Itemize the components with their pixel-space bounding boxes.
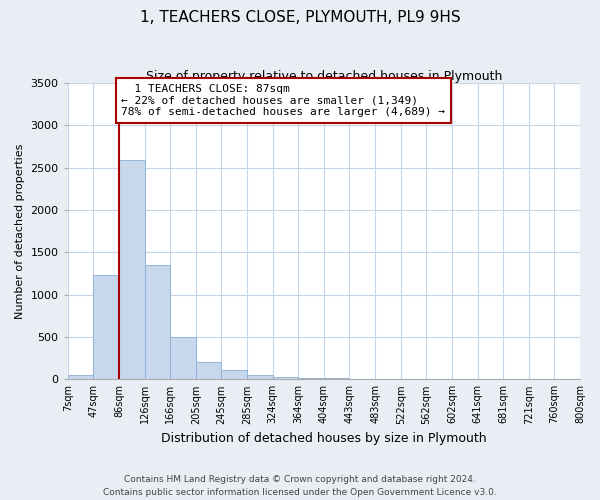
X-axis label: Distribution of detached houses by size in Plymouth: Distribution of detached houses by size … bbox=[161, 432, 487, 445]
Bar bbox=[324, 378, 349, 380]
Bar bbox=[119, 160, 145, 380]
Bar bbox=[68, 375, 94, 380]
Title: Size of property relative to detached houses in Plymouth: Size of property relative to detached ho… bbox=[146, 70, 502, 83]
Bar bbox=[298, 378, 324, 380]
Bar bbox=[221, 370, 247, 380]
Text: 1, TEACHERS CLOSE, PLYMOUTH, PL9 9HS: 1, TEACHERS CLOSE, PLYMOUTH, PL9 9HS bbox=[140, 10, 460, 25]
Bar bbox=[272, 377, 298, 380]
Y-axis label: Number of detached properties: Number of detached properties bbox=[15, 144, 25, 319]
Text: Contains HM Land Registry data © Crown copyright and database right 2024.
Contai: Contains HM Land Registry data © Crown c… bbox=[103, 475, 497, 497]
Bar bbox=[170, 337, 196, 380]
Bar bbox=[196, 362, 221, 380]
Bar bbox=[94, 275, 119, 380]
Bar bbox=[247, 375, 272, 380]
Bar bbox=[145, 265, 170, 380]
Text: 1 TEACHERS CLOSE: 87sqm
← 22% of detached houses are smaller (1,349)
78% of semi: 1 TEACHERS CLOSE: 87sqm ← 22% of detache… bbox=[121, 84, 445, 117]
